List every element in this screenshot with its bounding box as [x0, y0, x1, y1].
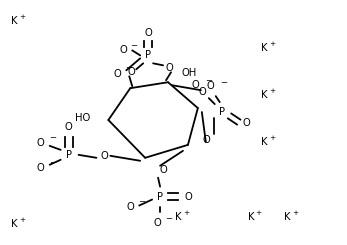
Text: O: O [184, 192, 192, 202]
Text: −: − [130, 41, 137, 50]
Text: O: O [191, 80, 199, 90]
Text: O: O [126, 202, 134, 211]
Text: O: O [119, 45, 127, 55]
Text: K: K [11, 220, 17, 229]
Text: −: − [220, 78, 227, 87]
Text: +: + [183, 210, 189, 217]
Text: +: + [19, 218, 25, 223]
Text: K: K [175, 212, 181, 222]
Text: O: O [37, 138, 45, 148]
Text: O: O [207, 81, 215, 91]
Text: O: O [153, 219, 161, 228]
Text: O: O [37, 163, 45, 173]
Text: K: K [262, 137, 268, 147]
Text: +: + [292, 210, 298, 217]
Text: +: + [270, 135, 276, 141]
Text: −: − [49, 134, 56, 142]
Text: P: P [157, 192, 163, 202]
Text: O: O [113, 69, 121, 79]
Text: +: + [270, 88, 276, 94]
Text: O: O [65, 122, 73, 132]
Text: P: P [145, 50, 151, 60]
Text: −: − [205, 76, 212, 85]
Text: K: K [262, 90, 268, 100]
Text: +: + [255, 210, 262, 217]
Text: O: O [127, 67, 135, 77]
Text: O: O [243, 118, 251, 128]
Text: −: − [138, 197, 145, 206]
Text: O: O [101, 151, 108, 161]
Text: P: P [219, 107, 225, 117]
Text: K: K [11, 16, 17, 25]
Text: −: − [165, 214, 172, 223]
Text: P: P [66, 150, 71, 160]
Text: O: O [165, 63, 173, 73]
Text: +: + [270, 41, 276, 48]
Text: O: O [203, 135, 211, 145]
Text: O: O [159, 165, 167, 175]
Text: +: + [19, 14, 25, 20]
Text: −: − [125, 63, 133, 72]
Text: K: K [247, 212, 254, 222]
Text: O: O [199, 87, 207, 97]
Text: O: O [144, 27, 152, 37]
Text: −: − [49, 158, 56, 167]
Text: K: K [285, 212, 291, 222]
Text: K: K [262, 43, 268, 53]
Text: OH: OH [182, 68, 197, 78]
Text: HO: HO [75, 113, 91, 123]
